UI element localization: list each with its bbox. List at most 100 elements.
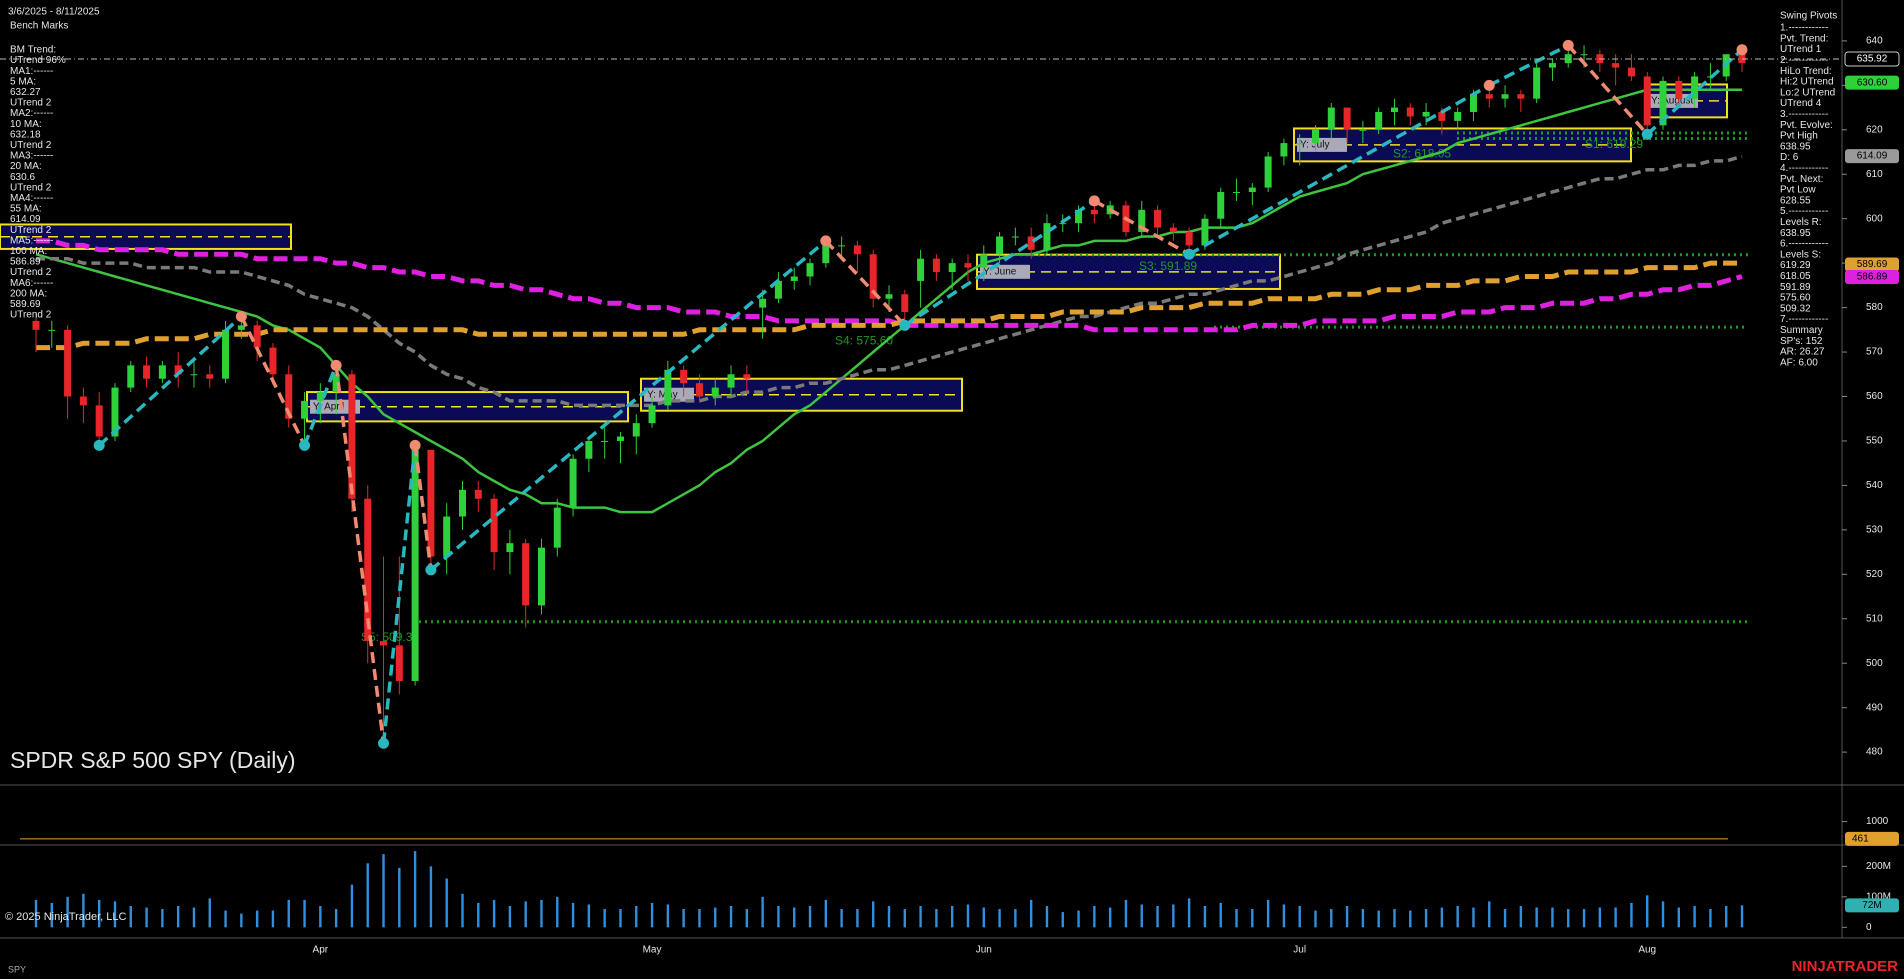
volume-bar xyxy=(1630,902,1633,928)
indicator-tick-label: 1000 xyxy=(1866,816,1889,827)
swing-pivot xyxy=(409,439,421,451)
candle-body xyxy=(1343,107,1351,130)
indicator-badge-label: 461 xyxy=(1852,834,1869,845)
y-tick-label: 500 xyxy=(1866,658,1883,669)
candle-body xyxy=(64,329,72,397)
candle-body xyxy=(1659,80,1667,126)
swing-leg xyxy=(1093,199,1190,256)
swing-pivot xyxy=(1641,128,1653,140)
volume-bar xyxy=(398,867,401,928)
volume-bar xyxy=(161,909,164,928)
candle-body xyxy=(459,489,466,517)
volume-bar xyxy=(824,899,828,928)
volume-bar xyxy=(1108,907,1112,928)
candle-body xyxy=(616,436,624,441)
volume-bar xyxy=(903,909,906,928)
volume-bar xyxy=(508,905,512,928)
volume-bar xyxy=(556,896,559,928)
swing-leg xyxy=(334,365,386,744)
volume-bar xyxy=(1377,910,1380,928)
candle-body xyxy=(1233,192,1241,194)
candle-body xyxy=(1406,107,1414,117)
x-tick-label: Aug xyxy=(1638,945,1656,956)
candle-body xyxy=(632,423,640,437)
candle-body xyxy=(1422,112,1430,117)
swing-leg xyxy=(413,445,433,571)
candle-body xyxy=(822,245,830,264)
benchmark-line: MA5:------ xyxy=(10,235,53,246)
y-tick-label: 600 xyxy=(1866,213,1883,224)
volume-tick-label: 200M xyxy=(1866,861,1891,872)
brand-logo: NINJATRADER xyxy=(1792,958,1899,975)
volume-bar xyxy=(1266,899,1270,928)
volume-bar xyxy=(1014,909,1017,928)
benchmark-line: BM Trend: xyxy=(10,45,56,56)
volume-bar xyxy=(224,910,227,928)
volume-bar xyxy=(1045,905,1049,928)
benchmark-line: 630.6 xyxy=(10,172,35,183)
volume-bar xyxy=(982,907,985,928)
volume-bar xyxy=(1140,904,1143,928)
volume-bar xyxy=(998,909,1001,928)
price-badge xyxy=(1845,75,1899,90)
y-tick-label: 580 xyxy=(1866,302,1883,313)
pivots-line: 628.55 xyxy=(1780,195,1811,206)
x-tick-label: May xyxy=(643,945,662,956)
moving-average xyxy=(35,88,1742,514)
volume-bar xyxy=(492,899,496,928)
volume-bar xyxy=(1598,907,1602,928)
volume-badge xyxy=(1845,898,1899,913)
volume-bar xyxy=(966,904,970,928)
candle-body xyxy=(1327,107,1335,130)
candle-body xyxy=(380,640,388,646)
y-tick-label: 490 xyxy=(1866,702,1883,713)
support-level-label: S2: 618.05 xyxy=(1393,147,1451,161)
candle-body xyxy=(1612,63,1620,68)
volume-bar xyxy=(745,909,749,928)
swing-leg xyxy=(1566,44,1649,136)
candle-body xyxy=(316,392,324,401)
swing-pivot xyxy=(93,439,105,451)
volume-bar xyxy=(1535,907,1538,928)
candle-body xyxy=(269,347,277,375)
volume-bar xyxy=(129,905,132,928)
candle-body xyxy=(111,387,119,437)
candle-body xyxy=(1011,236,1019,238)
volume-bar xyxy=(445,878,448,928)
swing-pivot xyxy=(1483,79,1495,91)
benchmark-line: 586.89 xyxy=(10,257,41,268)
pivots-line: Levels S: xyxy=(1780,249,1821,260)
volume-bar xyxy=(113,901,117,928)
candle-body xyxy=(664,369,672,406)
volume-bar xyxy=(840,909,843,928)
pivots-line: 618.05 xyxy=(1780,271,1811,282)
volume-bar xyxy=(872,901,875,928)
volume-bar xyxy=(1567,909,1570,928)
volume-bar xyxy=(587,904,591,928)
volume-bar xyxy=(1740,905,1744,928)
volume-bar xyxy=(1361,909,1365,928)
candle-body xyxy=(1075,209,1083,224)
volume-bar xyxy=(350,884,354,928)
volume-bar xyxy=(1156,905,1159,928)
volume-bar xyxy=(919,905,922,928)
benchmark-line: UTrend 2 xyxy=(10,267,52,278)
volume-bar xyxy=(714,907,717,928)
y-tick-label: 480 xyxy=(1866,747,1883,758)
pivots-line: 638.95 xyxy=(1780,141,1811,152)
volume-bar xyxy=(50,902,53,928)
pivots-line: Pvt High xyxy=(1780,131,1818,142)
candle-body xyxy=(1517,94,1525,99)
volume-bar xyxy=(540,899,543,928)
candle-body xyxy=(838,245,846,247)
volume-bar xyxy=(1029,899,1033,928)
benchmark-line: 20 MA: xyxy=(10,161,42,172)
volume-bar xyxy=(287,899,290,928)
pivots-line: 591.89 xyxy=(1780,282,1811,293)
moving-average xyxy=(36,260,1742,351)
candle-body xyxy=(127,365,135,388)
volume-bar xyxy=(1124,899,1128,928)
indicator-lines: S1: 619.29 S2: 618.05 S3: 591.89 S4: 575.60… xyxy=(35,88,1748,644)
pivots-line: D: 6 xyxy=(1780,152,1799,163)
